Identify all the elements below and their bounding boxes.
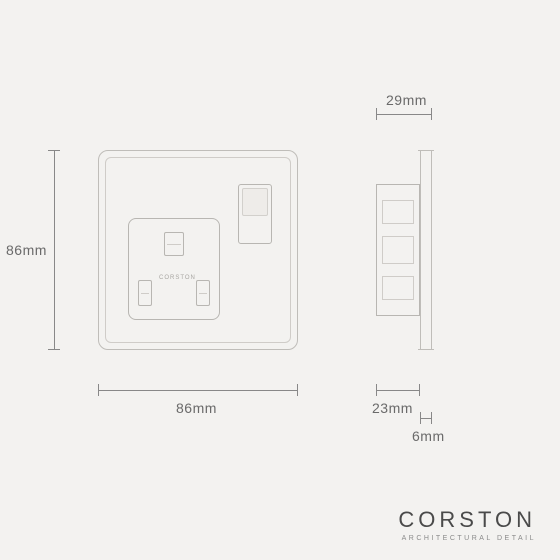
earth-pin xyxy=(164,232,184,256)
dim-side-depth-label: 23mm xyxy=(372,400,413,416)
dim-front-height-label: 86mm xyxy=(6,242,47,258)
side-detail-1 xyxy=(382,200,414,224)
rocker-switch xyxy=(238,184,272,244)
live-pin xyxy=(138,280,152,306)
dim-front-width-line xyxy=(98,390,298,391)
socket-brand-text: CORSTON xyxy=(159,275,196,281)
dim-front-width-label: 86mm xyxy=(176,400,217,416)
dim-side-top-label: 29mm xyxy=(386,92,427,108)
dim-side-depth-line xyxy=(376,390,420,391)
dim-side-top-line xyxy=(376,114,432,115)
side-detail-3 xyxy=(382,276,414,300)
side-detail-2 xyxy=(382,236,414,264)
diagram-stage: CORSTON 86mm 86mm 29mm 23mm 6mm CORSTON xyxy=(0,0,560,560)
brand-block: CORSTON ARCHITECTURAL DETAIL xyxy=(398,507,536,542)
dim-side-plate-label: 6mm xyxy=(412,428,445,444)
brand-name: CORSTON xyxy=(398,507,536,533)
neutral-pin xyxy=(196,280,210,306)
side-faceplate xyxy=(420,150,432,350)
dim-front-height-line xyxy=(54,150,55,350)
brand-tagline: ARCHITECTURAL DETAIL xyxy=(398,535,536,542)
